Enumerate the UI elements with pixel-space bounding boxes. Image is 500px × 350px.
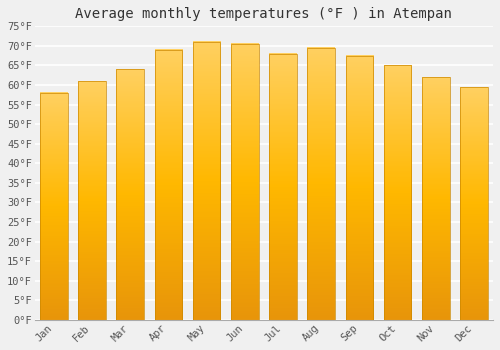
- Bar: [231, 44, 258, 320]
- Bar: [269, 54, 296, 320]
- Title: Average monthly temperatures (°F ) in Atempan: Average monthly temperatures (°F ) in At…: [76, 7, 452, 21]
- Bar: [154, 50, 182, 320]
- Bar: [193, 42, 220, 320]
- Bar: [40, 93, 68, 320]
- Bar: [346, 56, 373, 320]
- Bar: [384, 65, 411, 320]
- Bar: [460, 87, 487, 320]
- Bar: [308, 48, 335, 320]
- Bar: [116, 69, 144, 320]
- Bar: [422, 77, 450, 320]
- Bar: [78, 81, 106, 320]
